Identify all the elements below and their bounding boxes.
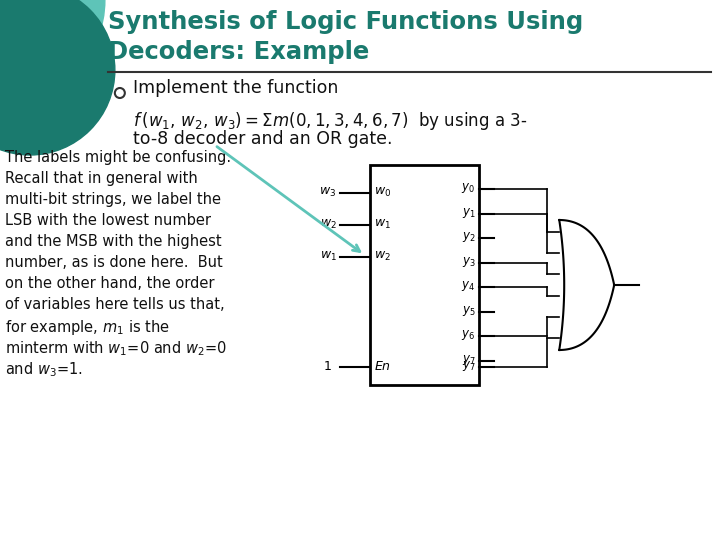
Text: $y_5$: $y_5$ <box>462 303 475 318</box>
Text: $w_0$: $w_0$ <box>374 185 391 199</box>
Text: 1: 1 <box>324 360 332 373</box>
Text: $y_2$: $y_2$ <box>462 231 475 244</box>
Text: $w_2$: $w_2$ <box>320 218 336 231</box>
Text: on the other hand, the order: on the other hand, the order <box>5 276 215 291</box>
Text: $f\,(w_1,\,w_2,\,w_3) = \Sigma m(0,1,3,4,6,7)$  by using a 3-: $f\,(w_1,\,w_2,\,w_3) = \Sigma m(0,1,3,4… <box>132 110 527 132</box>
Text: $w_1$: $w_1$ <box>374 218 390 231</box>
Text: of variables here tells us that,: of variables here tells us that, <box>5 297 225 312</box>
Circle shape <box>0 0 115 155</box>
Bar <box>369 165 480 385</box>
Text: $y_6$: $y_6$ <box>462 328 475 342</box>
Text: to-8 decoder and an OR gate.: to-8 decoder and an OR gate. <box>132 130 392 148</box>
Text: $y_7$: $y_7$ <box>462 353 475 367</box>
Text: Decoders: Example: Decoders: Example <box>108 40 369 64</box>
Text: $y_4$: $y_4$ <box>462 279 475 293</box>
Text: and the MSB with the highest: and the MSB with the highest <box>5 234 222 249</box>
Text: minterm with $w_1$=0 and $w_2$=0: minterm with $w_1$=0 and $w_2$=0 <box>5 339 227 357</box>
Text: multi-bit strings, we label the: multi-bit strings, we label the <box>5 192 221 207</box>
Text: $y_0$: $y_0$ <box>462 181 475 195</box>
Text: $w_3$: $w_3$ <box>320 185 336 199</box>
Text: $En$: $En$ <box>374 360 390 373</box>
Text: Implement the function: Implement the function <box>132 79 338 97</box>
Text: Synthesis of Logic Functions Using: Synthesis of Logic Functions Using <box>108 10 583 34</box>
Text: LSB with the lowest number: LSB with the lowest number <box>5 213 211 228</box>
Text: $w_2$: $w_2$ <box>374 249 390 262</box>
Text: $y_3$: $y_3$ <box>462 255 475 269</box>
Text: $y_7$: $y_7$ <box>462 359 475 373</box>
Text: for example, $m_1$ is the: for example, $m_1$ is the <box>5 318 170 337</box>
Text: and $w_3$=1.: and $w_3$=1. <box>5 360 83 379</box>
Text: Recall that in general with: Recall that in general with <box>5 171 198 186</box>
Text: The labels might be confusing.: The labels might be confusing. <box>5 150 231 165</box>
Text: $y_1$: $y_1$ <box>462 206 475 220</box>
Text: $w_1$: $w_1$ <box>320 249 336 262</box>
Text: number, as is done here.  But: number, as is done here. But <box>5 255 222 270</box>
Circle shape <box>0 0 105 105</box>
